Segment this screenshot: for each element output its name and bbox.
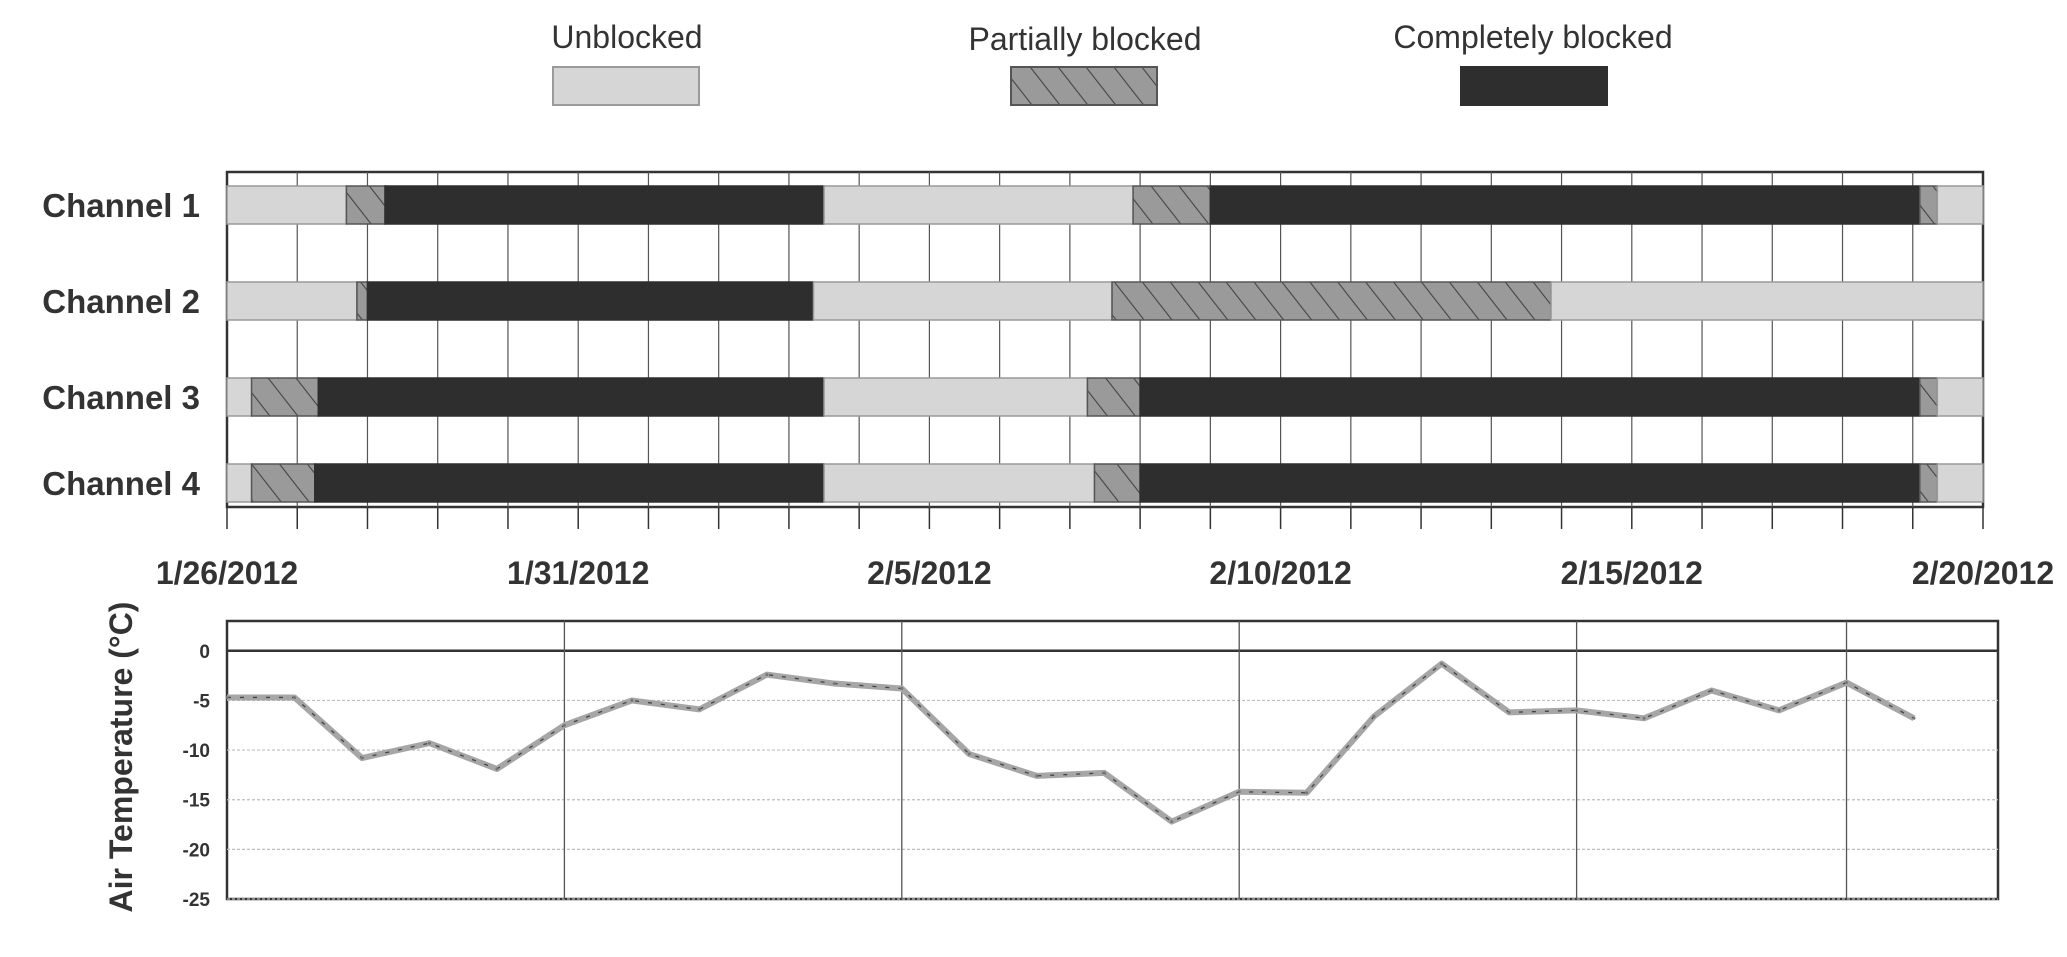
temperature-point — [562, 723, 566, 727]
temperature-series-dash — [227, 662, 1915, 823]
temperature-point — [1777, 708, 1781, 712]
channel-labels: Channel 1 Channel 2 Channel 3 Channel 4 — [42, 187, 200, 502]
temperature-frame — [225, 619, 2000, 901]
segment-complete — [314, 463, 825, 503]
legend-label-unblocked: Unblocked — [551, 19, 702, 55]
channel-label: Channel 2 — [42, 283, 200, 320]
x-tick-label: 1/31/2012 — [507, 555, 649, 591]
segment-partial — [1086, 377, 1141, 417]
temperature-point — [697, 707, 701, 711]
x-tick-label: 1/26/2012 — [156, 555, 298, 591]
temperature-point — [1845, 681, 1849, 685]
segment-partial — [356, 281, 369, 321]
y-tick-label: 0 — [199, 642, 210, 663]
temperature-point — [765, 673, 769, 677]
channel-bar — [226, 377, 1984, 417]
temperature-point — [1642, 716, 1646, 720]
temperature-point — [1575, 708, 1579, 712]
temperature-point — [1912, 716, 1916, 720]
legend-swatch-partially-blocked — [1010, 66, 1158, 106]
y-tick-label: -5 — [193, 691, 210, 712]
temperature-point — [1440, 662, 1444, 666]
temperature-point — [360, 756, 364, 760]
segment-unblocked — [812, 281, 1113, 321]
y-tick-label: -20 — [183, 840, 210, 861]
date-labels: 1/26/2012 1/31/2012 2/5/2012 2/10/2012 2/15/… — [156, 555, 2054, 591]
channel-bar — [226, 281, 1984, 321]
legend-label-completely-blocked: Completely blocked — [1393, 19, 1672, 55]
temperature-point — [1372, 714, 1376, 718]
channel-label: Channel 1 — [42, 187, 200, 224]
temperature-point — [225, 695, 229, 699]
segment-unblocked — [823, 463, 1096, 503]
segment-complete — [1209, 185, 1921, 225]
temperature-point — [427, 741, 431, 745]
temperature-point — [495, 767, 499, 771]
temperature-panel: 0 -5 -10 -15 -20 -25 Air Temperature (°C) — [103, 602, 2000, 913]
temperature-point — [1035, 774, 1039, 778]
channel-label: Channel 4 — [42, 465, 200, 502]
segment-partial — [250, 377, 320, 417]
temperature-point — [1237, 790, 1241, 794]
x-tick-label: 2/10/2012 — [1209, 555, 1351, 591]
segment-unblocked — [1936, 185, 1984, 225]
segment-unblocked — [1936, 463, 1984, 503]
segment-partial — [345, 185, 386, 225]
temperature-point — [630, 698, 634, 702]
segment-unblocked — [1936, 377, 1984, 417]
segment-unblocked — [1550, 281, 1984, 321]
temperature-point — [1710, 689, 1714, 692]
segment-partial — [1132, 185, 1212, 225]
segment-complete — [366, 281, 815, 321]
timeline-bars — [226, 185, 1984, 503]
y-axis-label: Air Temperature (°C) — [103, 602, 139, 913]
segment-unblocked — [226, 377, 253, 417]
y-tick-label: -25 — [183, 890, 211, 911]
channel-label: Channel 3 — [42, 379, 200, 416]
x-tick-label: 2/20/2012 — [1912, 555, 2054, 591]
temperature-point — [832, 682, 836, 686]
temperature-point — [1170, 820, 1174, 824]
segment-partial — [1111, 281, 1552, 321]
temperature-point — [1305, 791, 1309, 795]
segment-unblocked — [226, 185, 348, 225]
temperature-y-ticks: 0 -5 -10 -15 -20 -25 — [183, 642, 211, 911]
segment-unblocked — [823, 185, 1134, 225]
segment-unblocked — [823, 377, 1089, 417]
segment-complete — [317, 377, 825, 417]
segment-complete — [1139, 377, 1921, 417]
temperature-line — [225, 660, 1916, 825]
x-tick-label: 2/5/2012 — [867, 555, 992, 591]
segment-partial — [1919, 377, 1939, 417]
temperature-point — [1507, 710, 1511, 714]
temperature-point — [292, 695, 296, 699]
y-tick-label: -10 — [183, 741, 210, 762]
segment-complete — [1139, 463, 1921, 503]
channel-bar — [226, 463, 1984, 503]
channel-bar — [226, 185, 1984, 225]
temperature-point — [1102, 771, 1106, 775]
legend: Unblocked Partially blocked Completely b… — [551, 19, 1673, 106]
timeline-frame — [225, 170, 1985, 509]
segment-unblocked — [226, 281, 358, 321]
timeline-x-ticks — [226, 507, 1984, 529]
timeline-panel: Channel 1 Channel 2 Channel 3 Channel 4 — [42, 170, 1985, 529]
legend-swatch-completely-blocked — [1460, 66, 1608, 106]
legend-label-partially-blocked: Partially blocked — [969, 21, 1202, 57]
segment-partial — [1919, 463, 1939, 503]
segment-complete — [384, 185, 825, 225]
legend-swatch-unblocked — [552, 66, 700, 106]
segment-partial — [1919, 185, 1939, 225]
temperature-grid — [227, 621, 1998, 900]
x-tick-label: 2/15/2012 — [1561, 555, 1703, 591]
y-tick-label: -15 — [183, 791, 211, 812]
segment-partial — [1093, 463, 1141, 503]
segment-partial — [250, 463, 316, 503]
temperature-point — [900, 687, 904, 691]
segment-unblocked — [226, 463, 253, 503]
temperature-point — [967, 752, 971, 756]
